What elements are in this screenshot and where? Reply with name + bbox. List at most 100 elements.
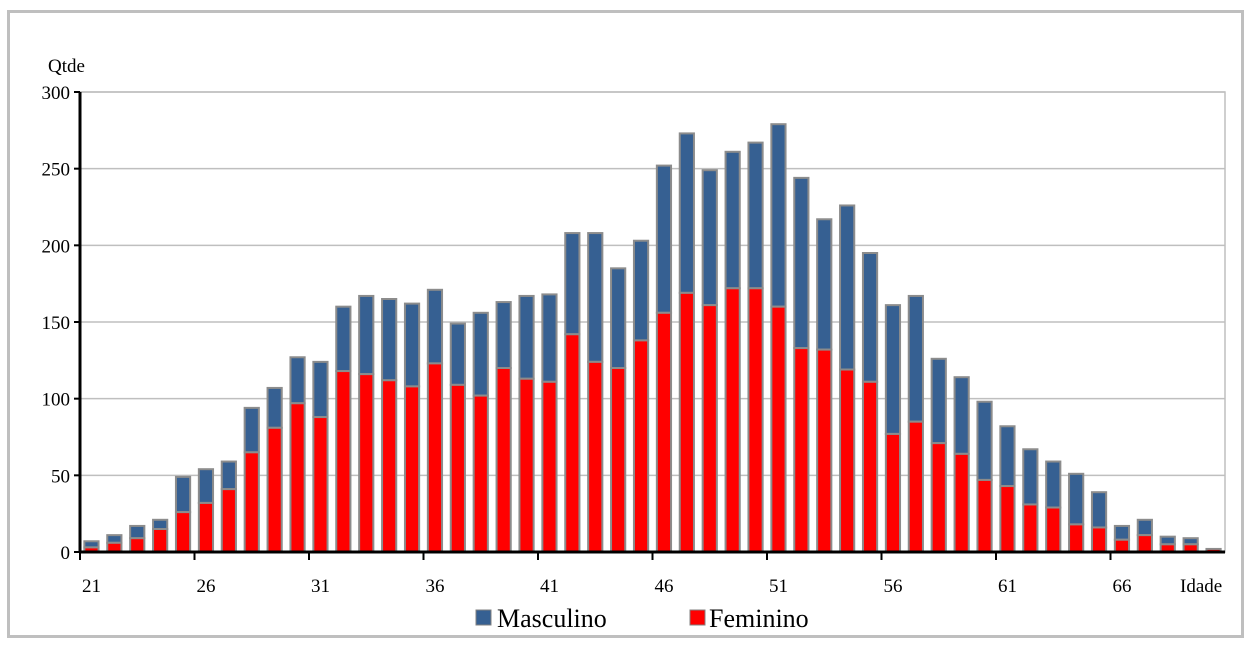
- bar-feminino-38: [472, 394, 489, 553]
- bar-feminino-53: [816, 348, 833, 553]
- bar-feminino-65: [1090, 526, 1108, 554]
- bar-masculino-34: [381, 298, 398, 382]
- bar-masculino-32: [335, 305, 352, 373]
- bar-masculino-42: [564, 232, 581, 336]
- bar-feminino-61: [999, 485, 1016, 554]
- bar-feminino-43: [587, 360, 604, 553]
- bar-masculino-48: [701, 169, 718, 307]
- bar-feminino-46: [655, 311, 673, 553]
- bar-feminino-36: [426, 362, 444, 553]
- bar-masculino-30: [289, 356, 306, 405]
- y-tick-label: 50: [51, 466, 70, 487]
- bar-masculino-66: [1113, 524, 1131, 541]
- y-tick-label: 150: [42, 313, 71, 334]
- bar-feminino-32: [335, 370, 352, 554]
- bar-feminino-41: [541, 380, 558, 553]
- bar-masculino-54: [839, 204, 856, 371]
- x-tick-label: 36: [425, 576, 444, 597]
- x-tick-label: 41: [540, 576, 559, 597]
- bar-feminino-28: [243, 451, 260, 554]
- bar-feminino-31: [312, 416, 329, 554]
- bar-feminino-23: [129, 537, 146, 554]
- x-axis-label: Idade: [1180, 576, 1222, 597]
- legend-label-feminino: Feminino: [709, 604, 809, 633]
- x-tick-labels: 21 26 31 36 41 46 51 56 61 66: [82, 576, 1131, 597]
- bar-feminino-39: [495, 367, 512, 553]
- bar-masculino-31: [312, 360, 329, 419]
- bar-masculino-60: [976, 400, 993, 481]
- bar-feminino-54: [839, 368, 856, 553]
- bar-feminino-63: [1045, 506, 1062, 553]
- bar-feminino-42: [564, 333, 581, 553]
- bar-feminino-60: [976, 478, 993, 553]
- bar-masculino-59: [953, 376, 970, 455]
- bar-feminino-34: [381, 379, 398, 553]
- bar-masculino-23: [129, 524, 146, 540]
- bar-masculino-46: [655, 164, 673, 314]
- bar-feminino-56: [884, 432, 902, 553]
- bar-feminino-45: [632, 339, 650, 553]
- bar-feminino-48: [701, 304, 718, 553]
- x-tick-label: 26: [196, 576, 215, 597]
- bar-masculino-38: [472, 311, 489, 397]
- bar-feminino-49: [724, 287, 741, 553]
- bar-feminino-57: [907, 420, 924, 553]
- bar-feminino-47: [678, 291, 695, 553]
- axes: [74, 91, 1225, 560]
- bar-masculino-62: [1022, 448, 1039, 506]
- bar-feminino-33: [358, 373, 375, 553]
- bar-feminino-50: [747, 287, 764, 553]
- bar-masculino-27: [220, 460, 237, 491]
- x-tick-label: 21: [82, 576, 101, 597]
- bar-masculino-25: [174, 475, 192, 514]
- legend: Masculino Feminino: [475, 604, 809, 633]
- bar-feminino-44: [610, 367, 627, 553]
- bar-feminino-24: [152, 528, 169, 553]
- bar-feminino-62: [1022, 503, 1039, 554]
- bar-feminino-66: [1113, 538, 1131, 554]
- bar-feminino-52: [793, 347, 810, 554]
- bar-feminino-29: [266, 426, 283, 553]
- bar-feminino-51: [770, 305, 787, 553]
- bar-masculino-47: [678, 132, 695, 294]
- bar-masculino-65: [1090, 491, 1108, 529]
- bar-masculino-26: [197, 468, 215, 504]
- bar-feminino-37: [449, 383, 466, 553]
- bar-masculino-28: [243, 406, 260, 454]
- bar-masculino-67: [1136, 518, 1153, 537]
- bar-masculino-41: [541, 293, 558, 383]
- bar-masculino-49: [724, 150, 741, 290]
- bar-masculino-61: [999, 425, 1016, 488]
- y-tick-label: 300: [42, 83, 71, 104]
- bar-masculino-39: [495, 301, 512, 370]
- bars: [83, 123, 1222, 554]
- bar-masculino-63: [1045, 460, 1062, 509]
- x-tick-label: 51: [769, 576, 788, 597]
- x-tick-label: 46: [654, 576, 673, 597]
- bar-feminino-59: [953, 452, 970, 553]
- bar-feminino-27: [220, 488, 237, 553]
- bar-feminino-67: [1136, 534, 1153, 554]
- bar-feminino-58: [930, 442, 947, 553]
- bar-feminino-35: [403, 385, 421, 553]
- bar-feminino-30: [289, 402, 306, 553]
- bar-masculino-51: [770, 123, 787, 308]
- bar-masculino-55: [861, 252, 879, 383]
- bar-masculino-44: [610, 267, 627, 370]
- bar-masculino-29: [266, 386, 283, 429]
- bar-feminino-25: [174, 511, 192, 554]
- bar-feminino-40: [518, 377, 535, 553]
- bar-masculino-45: [632, 239, 650, 342]
- y-tick-labels: 0 50 100 150 200 250 300: [42, 83, 71, 564]
- bar-feminino-26: [197, 501, 215, 553]
- bar-masculino-36: [426, 288, 444, 365]
- y-tick-label: 200: [42, 236, 71, 257]
- y-tick-label: 100: [42, 390, 71, 411]
- bar-masculino-50: [747, 141, 764, 290]
- x-tick-label: 61: [998, 576, 1017, 597]
- bar-masculino-56: [884, 304, 902, 435]
- bar-masculino-53: [816, 218, 833, 351]
- bar-masculino-52: [793, 176, 810, 350]
- bar-masculino-40: [518, 294, 535, 380]
